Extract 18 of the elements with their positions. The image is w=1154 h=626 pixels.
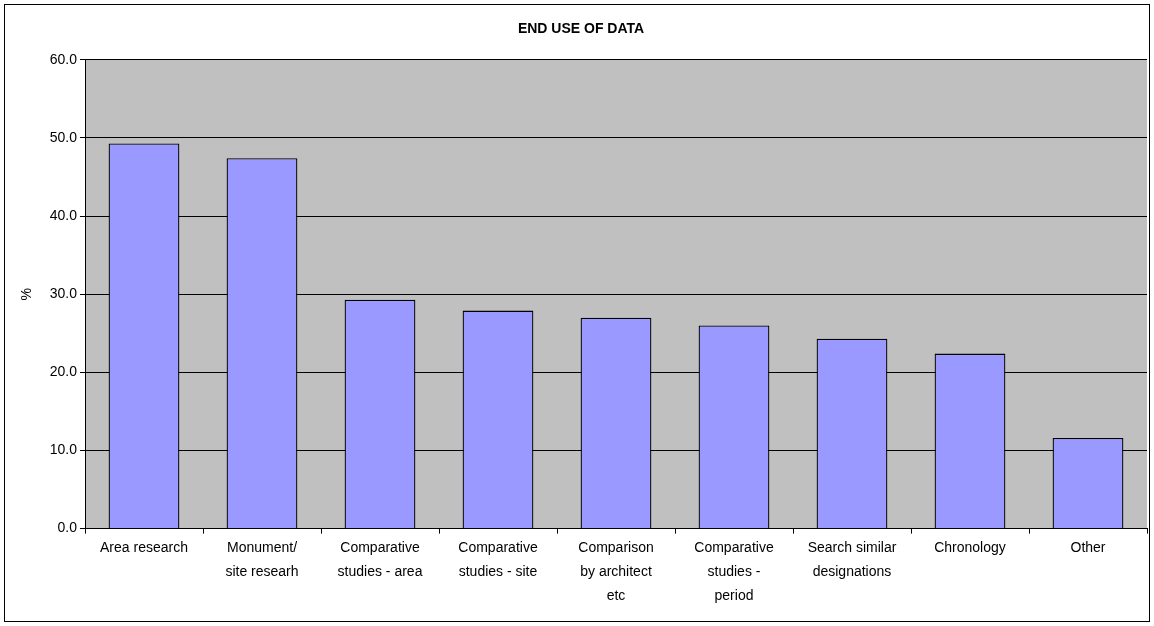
chart-title: END USE OF DATA <box>517 20 645 37</box>
x-tick-label: Comparative studies - period <box>694 539 774 603</box>
y-tick-label: 0.0 <box>57 519 78 536</box>
x-tick-label: Search similar designations <box>807 539 897 580</box>
y-axis-title: % <box>18 287 35 301</box>
x-tick-label: Monument/ site researh <box>225 539 299 580</box>
y-tick-label: 40.0 <box>49 206 78 223</box>
x-tick-label: Area research <box>100 539 188 556</box>
y-tick-label: 10.0 <box>49 441 78 458</box>
x-tick-label: Comparative studies - area <box>337 539 423 580</box>
x-tick-label: Comparative studies - site <box>458 539 538 580</box>
y-tick-label: 30.0 <box>49 285 78 302</box>
x-tick-label: Other <box>1070 539 1106 556</box>
y-tick-label: 20.0 <box>49 363 78 380</box>
y-tick-label: 60.0 <box>49 50 78 67</box>
x-tick-label: Comparison by architect etc <box>578 539 654 603</box>
y-tick-label: 50.0 <box>49 128 78 145</box>
x-tick-label: Chronology <box>934 539 1006 556</box>
